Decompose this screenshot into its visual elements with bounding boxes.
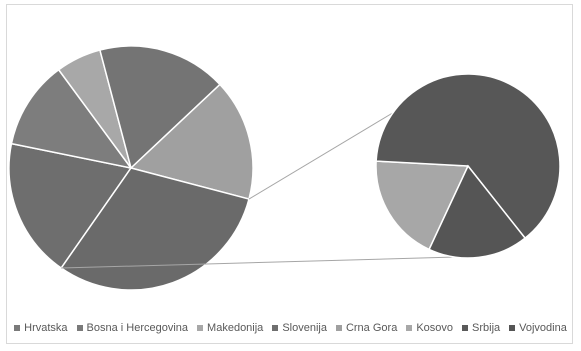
legend-swatch [509, 325, 516, 331]
pie-slice-kosovo [375, 160, 470, 251]
legend-label: Kosovo [416, 322, 454, 334]
legend-swatch [335, 325, 342, 331]
legend-item-kosovo: Kosovo [406, 322, 453, 334]
connector-line-bottom [61, 256, 457, 269]
legend-item-makedonija: Makedonija [197, 322, 263, 334]
legend-swatch [197, 325, 204, 331]
pie-slice-other-srbija [60, 167, 250, 291]
legend-label: Bosna i Hercegovina [86, 322, 189, 334]
legend-swatch [272, 325, 279, 331]
legend-swatch [462, 325, 469, 331]
legend-item-vojvodina: Vojvodina [509, 322, 567, 334]
legend: Hrvatska Bosna i Hercegovina Makedonija … [0, 322, 581, 334]
legend-label: Hrvatska [24, 322, 68, 334]
pie-slice-bosna-i-hercegovina [10, 68, 133, 170]
legend-item-slovenija: Slovenija [272, 322, 327, 334]
secondary-pie [375, 73, 561, 259]
pie-slice-hrvatska [8, 142, 133, 270]
pie-slice-vojvodina [428, 164, 527, 259]
legend-label: Srbija [472, 322, 501, 334]
main-pie [8, 45, 254, 291]
pie-slice-crna-gora [129, 83, 254, 200]
legend-label: Makedonija [207, 322, 264, 334]
legend-label: Vojvodina [519, 322, 567, 334]
legend-label: Crna Gora [345, 322, 398, 334]
legend-label: Slovenija [282, 322, 327, 334]
legend-item-srbija: Srbija [462, 322, 500, 334]
legend-item-crna-gora: Crna Gora [335, 322, 398, 334]
pie-slice-srbija [375, 73, 561, 240]
legend-swatch [76, 325, 83, 331]
legend-item-bosna-i-hercegovina: Bosna i Hercegovina [76, 322, 189, 334]
legend-swatch [14, 325, 21, 331]
pie-slice-slovenija [99, 45, 221, 170]
legend-item-hrvatska: Hrvatska [14, 322, 68, 334]
legend-swatch [406, 325, 413, 331]
